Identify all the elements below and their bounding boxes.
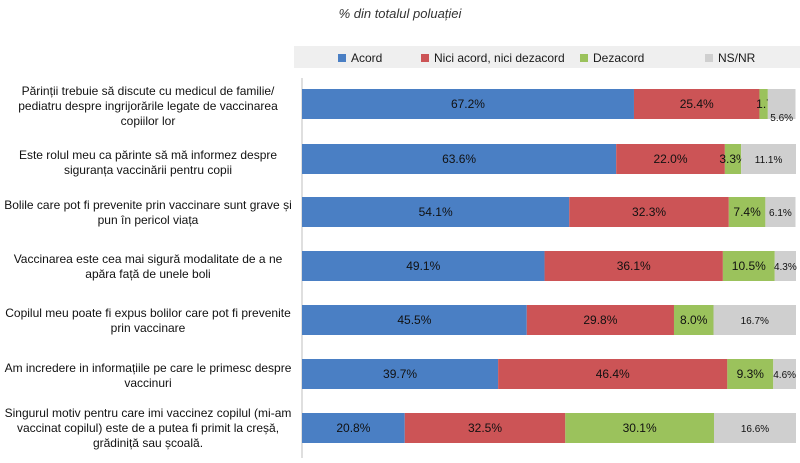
bar-segment-acord	[302, 197, 570, 227]
bar-segment-acord	[302, 359, 499, 389]
category-label: Am incredere in informațiile pe care le …	[4, 361, 292, 390]
bar-segment-nsnr	[714, 413, 796, 443]
bar-segment-nsnr	[765, 197, 796, 227]
bar-segment-dezacord	[673, 305, 714, 335]
legend-label-dezacord: Dezacord	[593, 51, 645, 65]
legend-swatch-neutral	[421, 54, 429, 62]
data-label-dezacord: 9.3%	[737, 367, 765, 381]
bar-segment-neutral	[616, 144, 725, 174]
category-label: Bolile care pot fi prevenite prin vaccin…	[4, 198, 292, 227]
category-label: Singurul motiv pentru care imi vaccinez …	[4, 406, 292, 450]
data-label-dezacord: 3.3%	[719, 152, 747, 166]
data-label-neutral: 46.4%	[596, 367, 630, 381]
bar-segment-dezacord	[722, 251, 775, 281]
data-label-neutral: 36.1%	[617, 259, 651, 273]
data-label-nsnr: 11.1%	[755, 155, 783, 166]
data-label-neutral: 25.4%	[680, 97, 714, 111]
data-label-dezacord: 8.0%	[680, 313, 708, 327]
bar-segment-nsnr	[741, 144, 796, 174]
category-label: Părinții trebuie să discute cu medicul d…	[18, 84, 278, 128]
data-label-nsnr: 4.3%	[774, 262, 797, 273]
bar-segment-neutral	[526, 305, 674, 335]
data-label-dezacord: 7.4%	[733, 205, 761, 219]
bar-segment-nsnr	[774, 251, 796, 281]
bar-segment-nsnr	[767, 89, 796, 119]
legend-label-acord: Acord	[351, 51, 383, 65]
data-label-acord: 20.8%	[336, 421, 370, 435]
data-label-neutral: 22.0%	[654, 152, 688, 166]
data-label-dezacord: 10.5%	[732, 259, 766, 273]
data-label-acord: 49.1%	[406, 259, 440, 273]
bar-segment-acord	[302, 305, 527, 335]
bar-segment-dezacord	[724, 144, 742, 174]
bar-segment-acord	[302, 144, 617, 174]
data-label-acord: 54.1%	[419, 205, 453, 219]
legend-label-neutral: Nici acord, nici dezacord	[434, 51, 565, 65]
data-label-nsnr: 16.6%	[741, 424, 769, 435]
category-label: Vaccinarea este cea mai sigură modalitat…	[13, 252, 283, 281]
bar-segment-dezacord	[728, 197, 766, 227]
data-label-acord: 63.6%	[442, 152, 476, 166]
data-label-neutral: 32.3%	[632, 205, 666, 219]
data-label-acord: 45.5%	[397, 313, 431, 327]
legend-item-dezacord: Dezacord	[580, 51, 644, 65]
legend-swatch-acord	[338, 54, 346, 62]
bar-segment-acord	[302, 413, 405, 443]
bar-segment-dezacord	[565, 413, 714, 443]
bar-segment-acord	[302, 251, 545, 281]
legend-swatch-dezacord	[580, 54, 588, 62]
bar-segment-acord	[302, 89, 634, 119]
data-label-neutral: 32.5%	[468, 421, 502, 435]
bar-segment-nsnr	[713, 305, 796, 335]
bar-segment-neutral	[569, 197, 729, 227]
legend-item-nsnr: NS/NR	[705, 51, 755, 65]
category-label: Este rolul meu ca părinte să mă informez…	[18, 148, 278, 177]
bar-segment-neutral	[404, 413, 566, 443]
data-label-nsnr: 4.6%	[773, 370, 796, 381]
chart-title: % din totalul poluației	[338, 6, 462, 21]
data-label-dezacord: 30.1%	[623, 421, 657, 435]
chart-legend: Acord Nici acord, nici dezacord Dezacord…	[294, 46, 800, 68]
bar-segment-neutral	[498, 359, 728, 389]
data-label-acord: 67.2%	[451, 97, 485, 111]
legend-item-acord: Acord	[338, 51, 382, 65]
bar-segment-dezacord	[759, 89, 768, 119]
legend-swatch-nsnr	[705, 54, 713, 62]
data-label-nsnr: 5.6%	[770, 113, 793, 124]
bar-segment-dezacord	[727, 359, 774, 389]
bar-segment-neutral	[633, 89, 760, 119]
legend-item-neutral: Nici acord, nici dezacord	[421, 51, 565, 65]
data-label-neutral: 29.8%	[583, 313, 617, 327]
data-label-nsnr: 16.7%	[741, 316, 769, 327]
data-label-nsnr: 6.1%	[769, 208, 792, 219]
bar-segment-nsnr	[773, 359, 796, 389]
legend-label-nsnr: NS/NR	[718, 51, 756, 65]
bar-segment-neutral	[544, 251, 723, 281]
category-label: Copilul meu poate fi expus bolilor care …	[5, 306, 291, 335]
data-label-acord: 39.7%	[383, 367, 417, 381]
